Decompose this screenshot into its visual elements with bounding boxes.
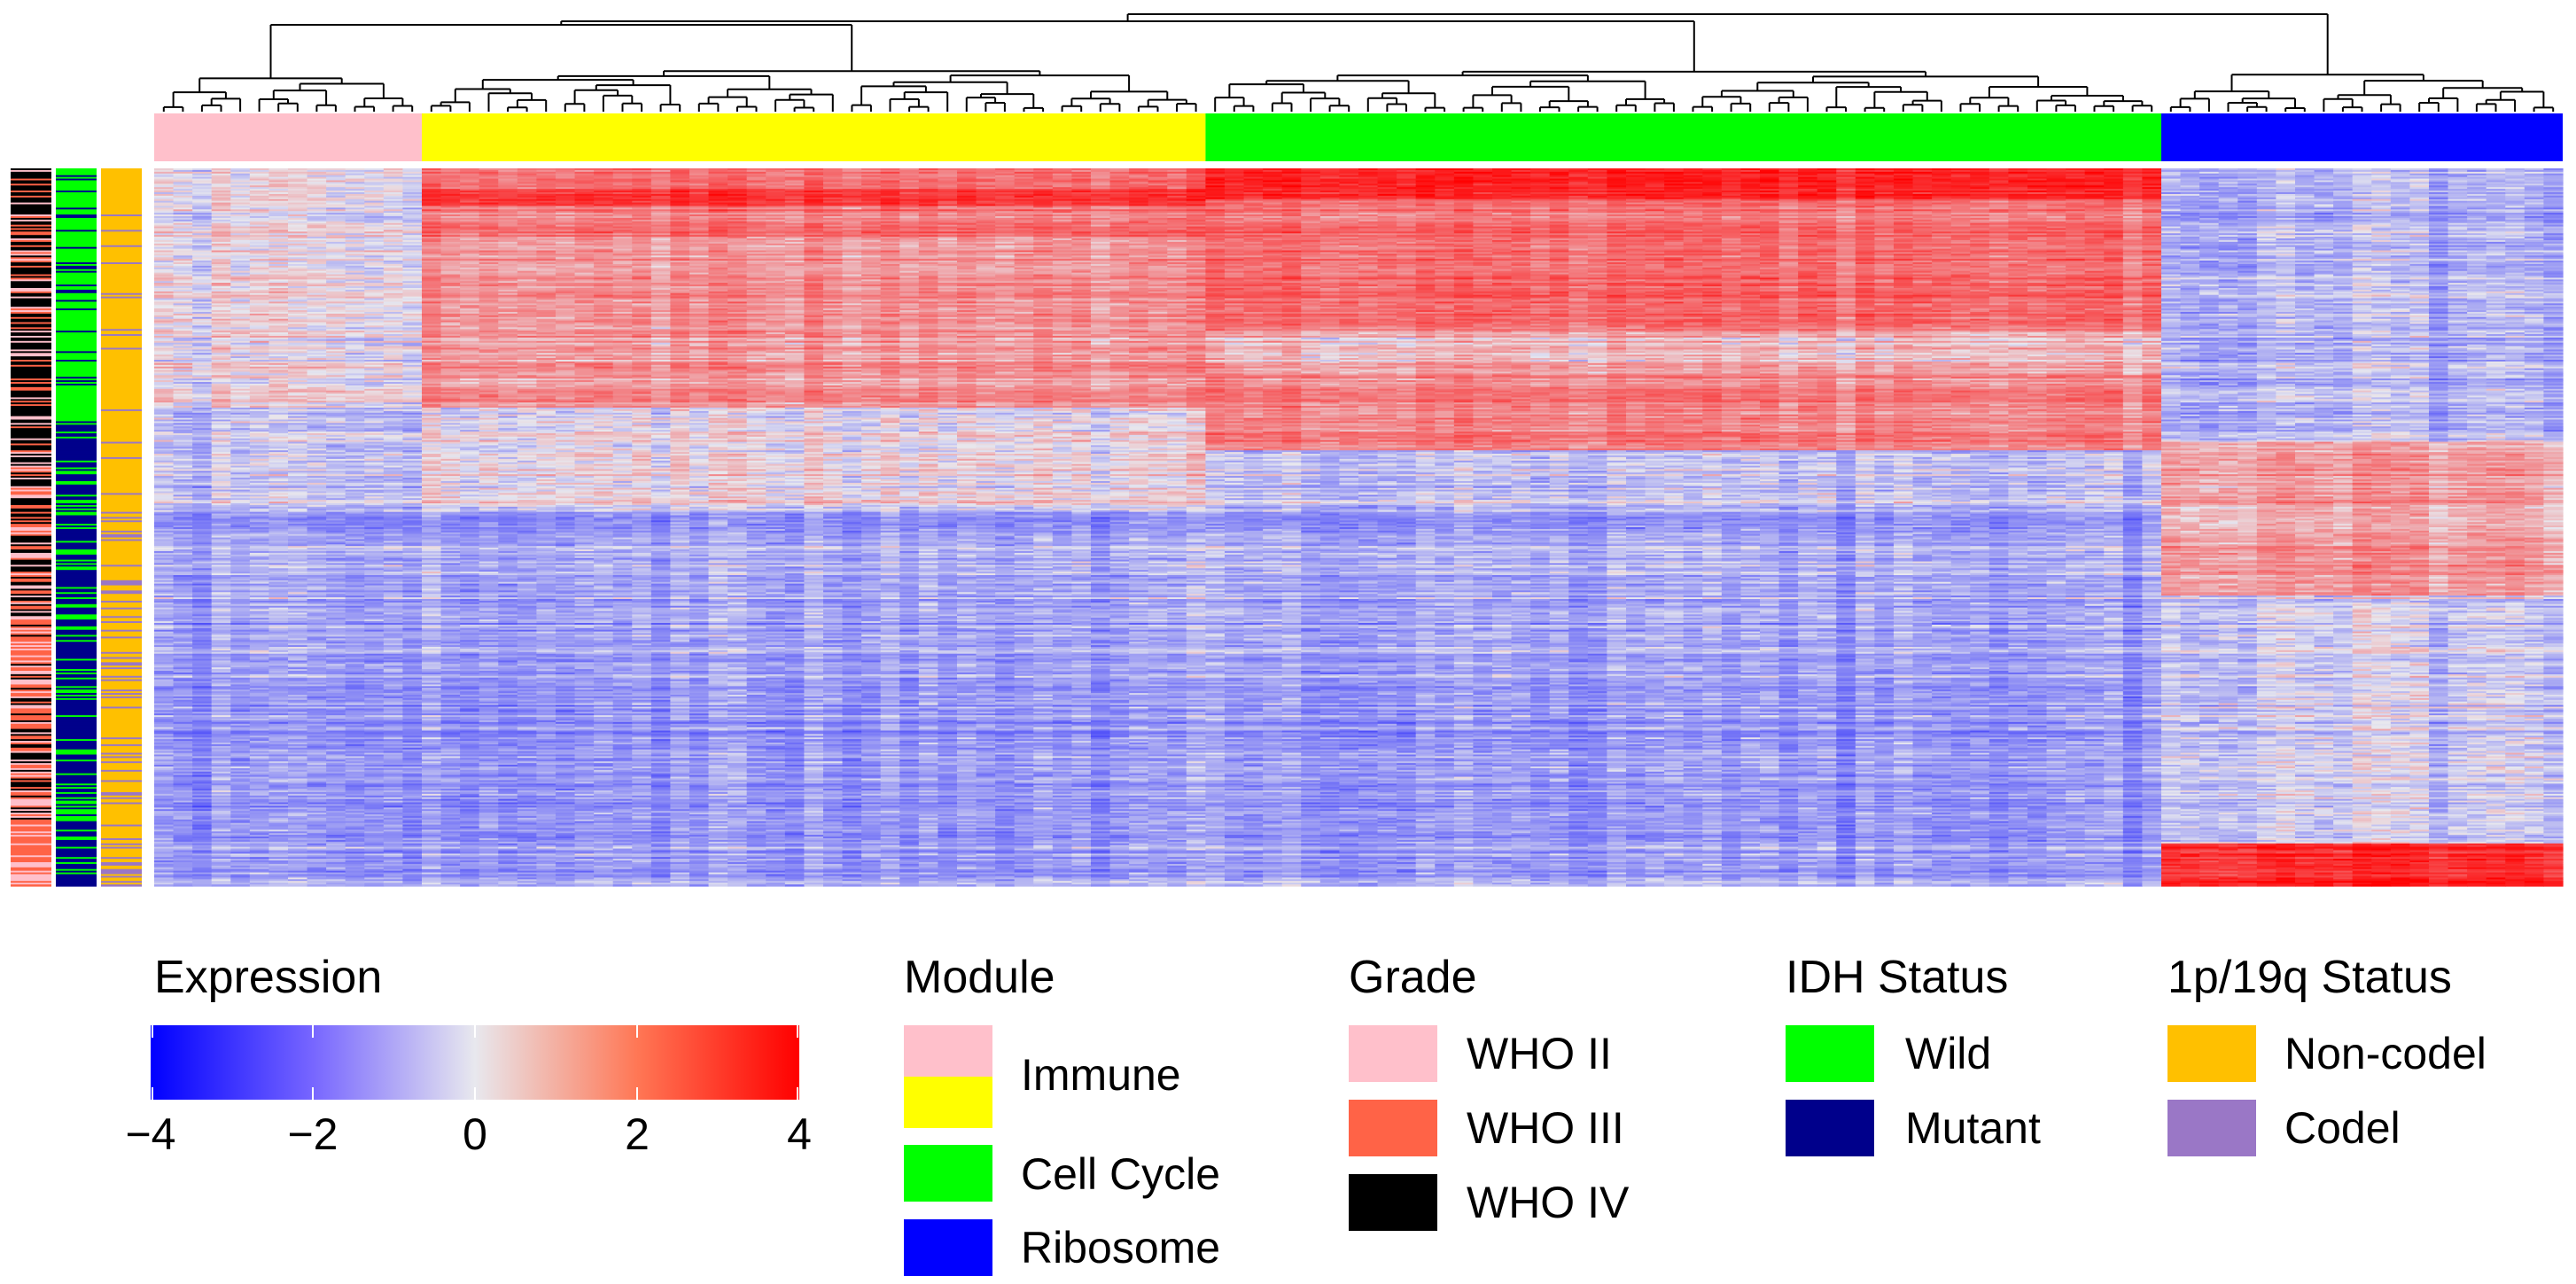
row-annotation-bars: [11, 168, 142, 887]
row-annotation-cell: [11, 884, 51, 887]
heatmap-figure: Expression −4 −2 0 2 4 Module Immune Cell Cy…: [0, 0, 2576, 1284]
module-bar-segment: [422, 113, 1205, 161]
module-annotation-bar: [154, 113, 2563, 161]
column-dendrogram: [164, 14, 2553, 112]
idh-annotation-bar: [56, 168, 97, 887]
module-bar-segment: [154, 113, 422, 161]
module-bar-segment: [1205, 113, 2161, 161]
module-bar-segment: [2161, 113, 2563, 161]
grade-annotation-bar: [11, 168, 51, 887]
